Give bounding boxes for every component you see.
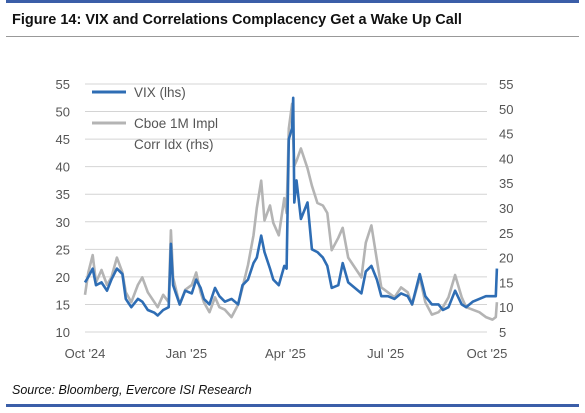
right-tick-label: 5 xyxy=(499,325,506,340)
right-tick-label: 50 xyxy=(499,102,513,117)
legend-label-corr-line1: Cboe 1M Impl xyxy=(134,116,218,131)
left-tick-label: 40 xyxy=(56,160,70,175)
legend-label-corr-line2: Corr Idx (rhs) xyxy=(134,137,214,152)
figure-title: Figure 14: VIX and Correlations Complace… xyxy=(12,12,462,28)
left-tick-label: 10 xyxy=(56,325,70,340)
right-tick-label: 40 xyxy=(499,151,513,166)
x-tick-label: Jan '25 xyxy=(166,346,208,361)
left-tick-label: 30 xyxy=(56,215,70,230)
right-y-axis: 5 10 15 20 25 30 35 40 45 50 55 xyxy=(499,77,513,340)
right-tick-label: 30 xyxy=(499,201,513,216)
legend-label-vix: VIX (lhs) xyxy=(134,85,186,100)
x-tick-label: Oct '25 xyxy=(467,346,508,361)
bottom-rule xyxy=(6,404,579,407)
left-tick-label: 55 xyxy=(56,77,70,92)
left-tick-label: 45 xyxy=(56,132,70,147)
series-line-vix xyxy=(83,96,499,317)
left-tick-label: 25 xyxy=(56,242,70,257)
x-tick-label: Oct '24 xyxy=(65,346,106,361)
right-tick-label: 15 xyxy=(499,275,513,290)
x-axis: Oct '24 Jan '25 Apr '25 Jul '25 Oct '25 xyxy=(65,346,508,361)
left-tick-label: 15 xyxy=(56,297,70,312)
vix-series xyxy=(83,96,499,317)
x-tick-label: Jul '25 xyxy=(367,346,404,361)
legend: VIX (lhs) Cboe 1M Impl Corr Idx (rhs) xyxy=(92,85,218,152)
right-tick-label: 10 xyxy=(499,300,513,315)
source-note: Source: Bloomberg, Evercore ISI Research xyxy=(12,383,252,397)
right-tick-label: 25 xyxy=(499,226,513,241)
top-rule xyxy=(6,0,579,3)
right-tick-label: 55 xyxy=(499,77,513,92)
right-tick-label: 35 xyxy=(499,176,513,191)
title-divider xyxy=(6,36,579,37)
left-tick-label: 50 xyxy=(56,105,70,120)
left-tick-label: 20 xyxy=(56,270,70,285)
right-tick-label: 20 xyxy=(499,251,513,266)
left-tick-label: 35 xyxy=(56,187,70,202)
x-tick-label: Apr '25 xyxy=(265,346,306,361)
right-tick-label: 45 xyxy=(499,127,513,142)
left-y-axis: 10 15 20 25 30 35 40 45 50 55 xyxy=(56,77,70,340)
